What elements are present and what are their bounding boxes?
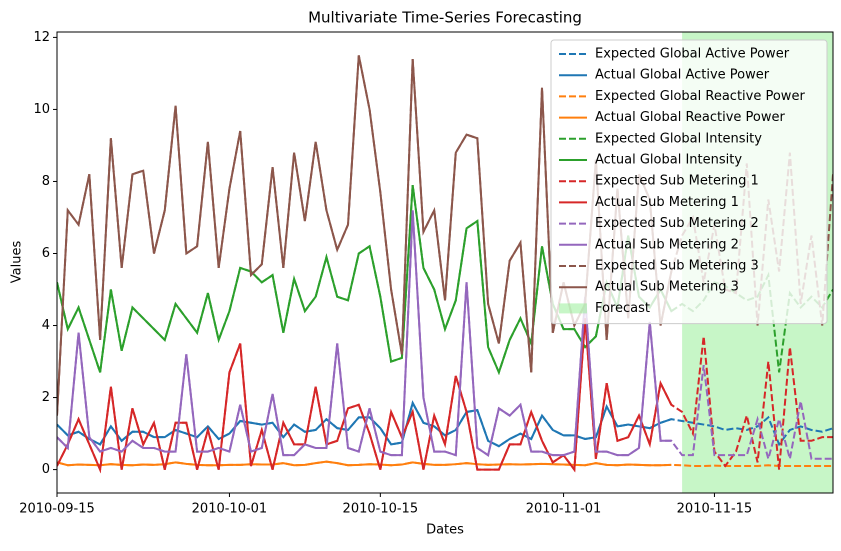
y-tick-label: 12 [33,30,50,45]
legend-box [550,39,828,325]
legend-label: Actual Global Active Power [595,68,770,83]
legend-label: Actual Sub Metering 1 [595,195,739,210]
legend-label: Forecast [595,301,650,316]
y-tick-label: 4 [42,318,50,333]
y-axis-label: Values [10,241,25,284]
x-axis-label: Dates [426,523,464,538]
legend-label: Expected Sub Metering 2 [595,216,759,231]
y-tick-label: 10 [33,102,50,117]
y-tick-label: 0 [42,462,50,477]
legend-label: Expected Global Intensity [595,131,762,146]
legend-label: Expected Global Active Power [595,47,790,62]
x-tick-label: 2010-11-15 [677,502,753,517]
chart-title: Multivariate Time-Series Forecasting [308,9,582,27]
y-tick-label: 6 [42,246,50,261]
legend-label: Actual Global Reactive Power [595,110,786,125]
plot-frame [56,31,834,494]
series-line [57,460,672,467]
series-line [57,210,672,457]
series-line [57,184,673,376]
x-tick-label: 2010-10-01 [192,502,268,517]
legend-label: Actual Sub Metering 3 [595,280,739,295]
y-tick-label: 8 [42,174,50,189]
legend-label: Actual Global Intensity [595,153,742,168]
x-tick-label: 2010-11-01 [526,502,602,517]
legend-label: Actual Sub Metering 2 [595,237,739,252]
legend-label: Expected Global Reactive Power [595,89,805,104]
x-tick-label: 2010-10-15 [343,502,419,517]
x-tick-label: 2010-09-15 [19,502,95,517]
legend-swatch [559,303,587,314]
series-line [57,318,673,474]
legend-label: Expected Sub Metering 3 [595,259,759,274]
legend-label: Expected Sub Metering 1 [595,174,759,189]
y-tick-label: 2 [42,390,50,405]
